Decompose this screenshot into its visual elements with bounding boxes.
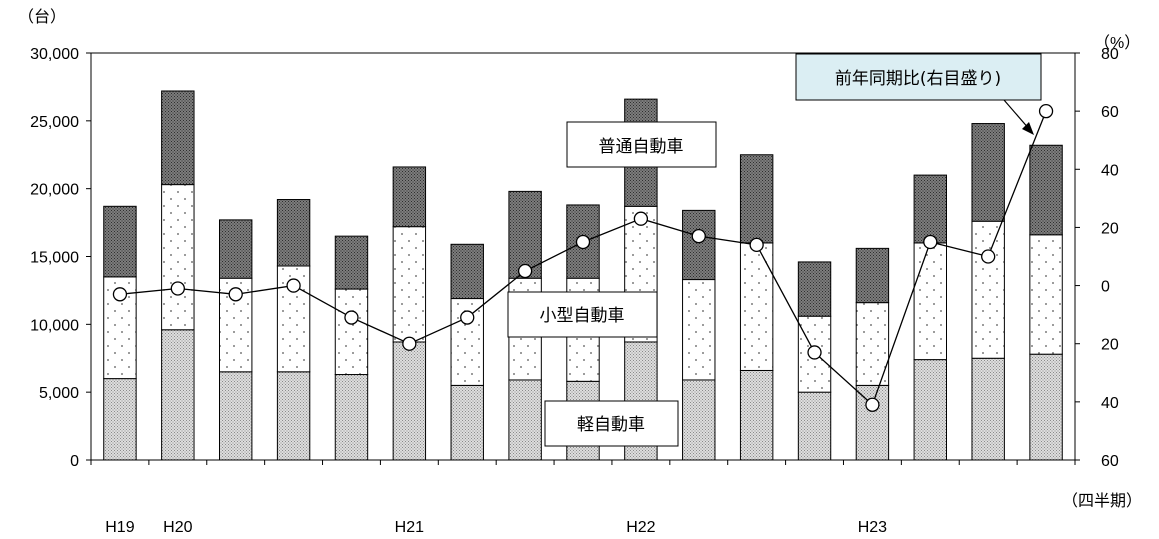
bar-kei <box>682 379 716 461</box>
right-tick-label: 20 <box>1101 220 1119 237</box>
bar-kei <box>739 369 774 461</box>
bar-kogata <box>682 279 716 381</box>
bar-futsu <box>334 235 369 290</box>
yoy-point <box>228 287 243 302</box>
bar-kei <box>971 357 1005 461</box>
right-tick-label: 40 <box>1101 162 1119 179</box>
label-kei-box: 軽自動車 <box>544 400 679 447</box>
bar-futsu <box>855 247 890 304</box>
bar-futsu <box>682 209 716 281</box>
x-axis-unit: （四半期） <box>1062 492 1142 510</box>
bar-kogata <box>334 288 369 376</box>
x-year-label: H20 <box>163 519 192 536</box>
yoy-point <box>517 263 533 279</box>
bar-futsu <box>103 205 137 278</box>
yoy-point <box>691 228 706 244</box>
bar-kei <box>450 384 484 461</box>
yoy-point <box>981 249 996 264</box>
right-tick-label: 20 <box>1101 337 1119 354</box>
bar-kogata <box>971 220 1005 359</box>
bar-kogata <box>161 184 195 331</box>
left-tick-label: 10,000 <box>30 317 79 334</box>
bar-kei <box>392 341 427 461</box>
yoy-point <box>1038 103 1054 119</box>
left-tick-label: 30,000 <box>30 46 79 63</box>
x-year-label: H22 <box>626 519 655 536</box>
callout-arrowhead <box>1022 122 1034 135</box>
bar-kogata <box>739 242 774 371</box>
label-kogata-box: 小型自動車 <box>507 291 658 338</box>
yoy-point <box>923 234 938 250</box>
label-futsu: 普通自動車 <box>599 137 684 157</box>
yoy-point <box>807 345 822 360</box>
bar-kei <box>855 384 890 461</box>
x-year-label: H19 <box>105 519 134 536</box>
bar-futsu <box>218 219 253 279</box>
yoy-point <box>402 336 417 351</box>
line-callout: 前年同期比(右目盛り) <box>795 53 1042 135</box>
bar-futsu <box>739 154 774 244</box>
left-tick-label: 25,000 <box>30 114 79 131</box>
yoy-point <box>170 281 185 296</box>
bar-kei <box>218 371 253 461</box>
callout-arrow <box>1003 99 1031 131</box>
label-kei: 軽自動車 <box>577 415 645 435</box>
bar-kei <box>276 371 311 461</box>
bar-kei <box>1029 353 1063 461</box>
yoy-point <box>749 237 764 253</box>
yoy-point <box>865 397 880 412</box>
yoy-point <box>286 278 301 293</box>
bar-futsu <box>161 90 195 186</box>
left-axis: 0 5,000 10,000 15,000 20,000 25,000 30,000 <box>30 46 91 470</box>
line-callout-label: 前年同期比(右目盛り) <box>835 69 1001 89</box>
yoy-point <box>344 310 359 325</box>
yoy-line-series <box>112 103 1054 412</box>
left-tick-label: 20,000 <box>30 182 79 199</box>
x-year-label: H21 <box>395 519 424 536</box>
bar-kogata <box>913 242 948 361</box>
bar-kogata <box>1029 234 1063 355</box>
bar-futsu <box>392 166 427 228</box>
right-tick-label: 40 <box>1101 395 1119 412</box>
yoy-point <box>112 287 128 302</box>
right-tick-label: 0 <box>1101 279 1110 296</box>
bar-futsu <box>1029 144 1063 236</box>
bar-futsu <box>508 190 542 279</box>
label-kogata: 小型自動車 <box>540 306 625 326</box>
bar-futsu <box>797 261 832 317</box>
bar-kei <box>161 329 195 461</box>
bar-kei <box>913 359 948 461</box>
yoy-point <box>633 211 649 226</box>
label-futsu-box: 普通自動車 <box>566 121 717 168</box>
right-tick-label: 60 <box>1101 104 1119 121</box>
bar-kei <box>103 378 137 461</box>
bar-futsu <box>450 243 484 300</box>
bar-futsu <box>913 174 948 244</box>
left-tick-label: 5,000 <box>39 385 79 402</box>
left-tick-label: 0 <box>70 453 79 470</box>
left-tick-label: 15,000 <box>30 250 79 267</box>
bar-kei <box>334 374 369 461</box>
left-axis-unit: （台） <box>18 8 66 26</box>
yoy-point <box>575 234 591 250</box>
right-axis-unit: （%） <box>1094 34 1140 52</box>
yoy-point <box>460 310 475 325</box>
x-year-label: H23 <box>858 519 887 536</box>
right-tick-label: 80 <box>1101 46 1119 63</box>
bar-kogata <box>392 226 427 343</box>
right-tick-label: 60 <box>1101 453 1119 470</box>
bar-kei <box>508 379 542 461</box>
bar-futsu <box>276 199 311 267</box>
bar-kei <box>797 391 832 461</box>
bar-futsu <box>971 123 1005 222</box>
right-axis: 80 60 40 20 0 20 40 60 <box>1075 46 1119 470</box>
x-axis: H19 H20 H21 H22 H23 <box>90 460 1076 536</box>
